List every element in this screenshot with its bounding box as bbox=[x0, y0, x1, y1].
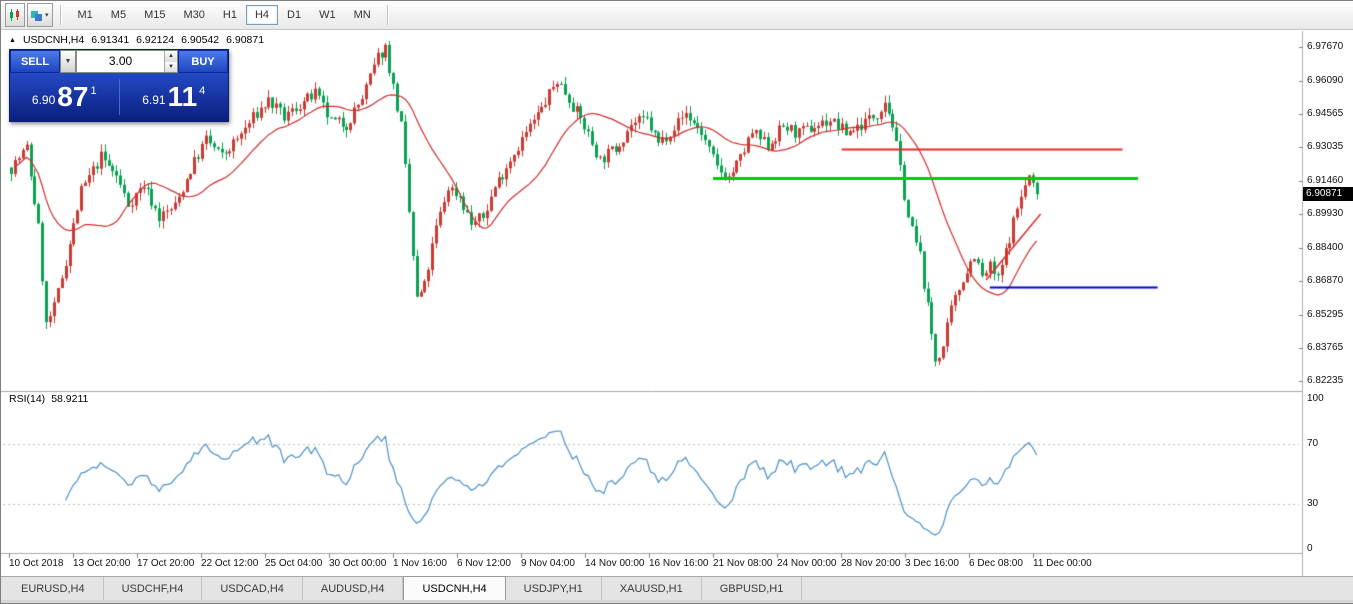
sell-price-sup: 1 bbox=[90, 85, 97, 97]
chart-tab-usdcad-h4[interactable]: USDCAD,H4 bbox=[202, 577, 303, 600]
time-axis-label: 6 Dec 08:00 bbox=[969, 558, 1023, 569]
time-axis-label: 1 Nov 16:00 bbox=[393, 558, 447, 569]
sell-price-big: 87 bbox=[57, 81, 89, 112]
timeframe-button-m5[interactable]: M5 bbox=[110, 9, 127, 21]
chart-tab-usdcnh-h4[interactable]: USDCNH,H4 bbox=[403, 576, 506, 600]
trade-panel-prices: 6.90 87 1 6.91 11 4 bbox=[10, 73, 228, 121]
chart-tab-usdjpy-h1[interactable]: USDJPY,H1 bbox=[506, 577, 602, 600]
timeframe-button-m1[interactable]: M1 bbox=[77, 9, 93, 21]
lot-size-value[interactable]: 3.00 bbox=[108, 54, 133, 68]
trade-panel-divider bbox=[118, 79, 120, 115]
one-click-trade-panel: SELL ▼ 3.00 ▲ ▼ BUY 6.90 87 1 6.91 bbox=[9, 49, 229, 122]
time-axis-label: 14 Nov 00:00 bbox=[585, 558, 645, 569]
ohlc-open: 6.91341 bbox=[91, 34, 130, 46]
buy-button[interactable]: BUY bbox=[178, 50, 228, 73]
time-axis-label: 3 Dec 16:00 bbox=[905, 558, 959, 569]
time-axis-label: 28 Nov 20:00 bbox=[841, 558, 901, 569]
price-axis-label: 6.93035 bbox=[1307, 141, 1344, 153]
time-axis-label: 11 Dec 00:00 bbox=[1033, 558, 1092, 569]
symbol-header: ▲ USDCNH,H4 6.91341 6.92124 6.90542 6.90… bbox=[9, 34, 264, 46]
ohlc-low: 6.90542 bbox=[181, 34, 220, 46]
time-axis-label: 16 Nov 16:00 bbox=[649, 558, 709, 569]
lot-size-field[interactable]: 3.00 ▲ ▼ bbox=[76, 50, 178, 73]
rsi-axis-label: 70 bbox=[1307, 438, 1319, 449]
ohlc-high: 6.92124 bbox=[136, 34, 175, 46]
chart-type-button[interactable]: ▾ bbox=[27, 3, 53, 27]
time-axis-label: 22 Oct 12:00 bbox=[201, 558, 259, 569]
timeframe-bar: M1 M5 M15 M30 H1 H4 D1 W1 MN bbox=[69, 5, 380, 25]
time-axis-label: 24 Nov 00:00 bbox=[777, 558, 837, 569]
price-axis-label: 6.83765 bbox=[1307, 341, 1344, 353]
toolbar-separator bbox=[59, 5, 62, 25]
price-axis-label: 6.91460 bbox=[1307, 175, 1344, 187]
sell-price-prefix: 6.90 bbox=[31, 93, 56, 107]
sell-button[interactable]: SELL bbox=[10, 50, 60, 73]
trade-options-dropdown[interactable]: ▼ bbox=[60, 50, 76, 73]
chart-tab-usdchf-h4[interactable]: USDCHF,H4 bbox=[104, 577, 203, 600]
buy-price-prefix: 6.91 bbox=[142, 93, 166, 107]
rsi-value: 58.9211 bbox=[51, 393, 89, 405]
price-axis-label: 6.86870 bbox=[1307, 274, 1344, 286]
price-axis-label: 6.97670 bbox=[1307, 41, 1344, 52]
chart-tabs-bar: EURUSD,H4 USDCHF,H4 USDCAD,H4 AUDUSD,H4 USDC… bbox=[1, 576, 1353, 600]
chart-tab-eurusd-h4[interactable]: EURUSD,H4 bbox=[3, 577, 104, 600]
toolbar-separator bbox=[386, 5, 389, 25]
price-axis-label: 6.94565 bbox=[1307, 108, 1344, 120]
time-axis-label: 21 Nov 08:00 bbox=[713, 558, 773, 569]
buy-price-big: 11 bbox=[167, 81, 198, 112]
timeframe-button-mn[interactable]: MN bbox=[353, 9, 371, 21]
timeframe-button-d1[interactable]: D1 bbox=[287, 9, 302, 21]
price-axis-label: 6.89930 bbox=[1307, 208, 1344, 220]
time-axis-label: 17 Oct 20:00 bbox=[137, 558, 195, 569]
price-axis-label: 6.96090 bbox=[1307, 75, 1344, 87]
ohlc-close: 6.90871 bbox=[226, 34, 265, 46]
chart-type-icon bbox=[31, 11, 42, 21]
time-axis-label: 30 Oct 00:00 bbox=[329, 558, 387, 569]
price-axis-label: 6.82235 bbox=[1307, 375, 1344, 386]
timeframe-button-m15[interactable]: M15 bbox=[144, 9, 166, 21]
chart-tab-xauusd-h1[interactable]: XAUUSD,H1 bbox=[602, 577, 702, 600]
time-axis-label: 13 Oct 20:00 bbox=[73, 558, 131, 569]
current-price-badge: 6.90871 bbox=[1303, 187, 1353, 202]
chevron-down-icon: ▾ bbox=[45, 12, 49, 19]
time-axis-label: 10 Oct 2018 bbox=[9, 558, 64, 569]
rsi-axis-label: 30 bbox=[1307, 498, 1319, 509]
chart-tab-audusd-h4[interactable]: AUDUSD,H4 bbox=[303, 577, 404, 600]
timeframe-button-h1[interactable]: H1 bbox=[222, 9, 237, 21]
lot-spin-up-button[interactable]: ▲ bbox=[164, 51, 177, 62]
candlestick-icon bbox=[10, 9, 19, 21]
time-axis-label: 25 Oct 04:00 bbox=[265, 558, 323, 569]
rsi-axis-label: 100 bbox=[1307, 393, 1324, 404]
time-axis-label: 6 Nov 12:00 bbox=[457, 558, 511, 569]
lot-spinner: ▲ ▼ bbox=[164, 51, 177, 72]
buy-price[interactable]: 6.91 11 4 bbox=[120, 73, 229, 121]
up-arrow-icon: ▲ bbox=[9, 36, 16, 44]
rsi-name: RSI(14) bbox=[9, 393, 46, 405]
symbol-title: USDCNH,H4 bbox=[22, 34, 85, 46]
sell-price[interactable]: 6.90 87 1 bbox=[10, 73, 119, 121]
rsi-indicator-label: RSI(14) 58.9211 bbox=[9, 393, 88, 405]
chart-window-button[interactable] bbox=[5, 3, 25, 27]
toolbar: ▾ M1 M5 M15 M30 H1 H4 D1 W1 MN bbox=[1, 1, 1353, 30]
price-axis-label: 6.85295 bbox=[1307, 308, 1344, 320]
buy-price-sup: 4 bbox=[199, 85, 206, 97]
timeframe-button-w1[interactable]: W1 bbox=[319, 9, 336, 21]
chart-tab-gbpusd-h1[interactable]: GBPUSD,H1 bbox=[702, 577, 803, 600]
trade-panel-controls: SELL ▼ 3.00 ▲ ▼ BUY bbox=[10, 50, 228, 73]
timeframe-button-h4[interactable]: H4 bbox=[245, 5, 279, 25]
price-axis-label: 6.88400 bbox=[1307, 241, 1344, 253]
time-axis-label: 9 Nov 04:00 bbox=[521, 558, 575, 569]
lot-spin-down-button[interactable]: ▼ bbox=[164, 61, 177, 72]
chevron-down-icon: ▼ bbox=[64, 58, 72, 65]
timeframe-button-m30[interactable]: M30 bbox=[183, 9, 205, 21]
rsi-axis-label: 0 bbox=[1307, 543, 1313, 554]
